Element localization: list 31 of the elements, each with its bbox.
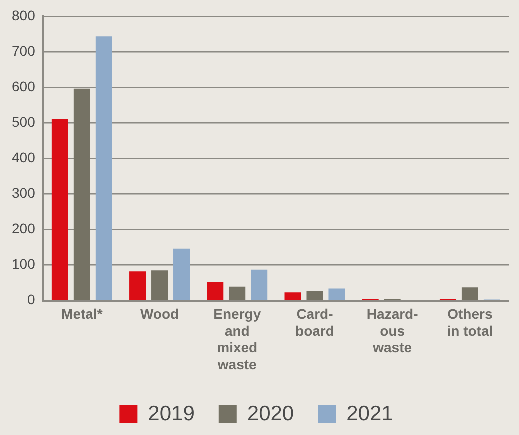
bar [306,292,324,300]
y-tick-label: 400 [12,149,36,166]
legend-label: 2020 [247,402,294,426]
bar [207,282,224,300]
y-tick-label: 200 [12,220,36,237]
y-tick-label: 800 [12,7,36,24]
bar [284,292,302,300]
bar [74,88,90,300]
bar [462,288,478,300]
legend-label: 2019 [148,402,195,426]
legend-label: 2021 [346,402,394,426]
bar [229,286,246,300]
x-tick-label: Card- board [296,306,334,339]
x-tick-label: Others in total [447,306,494,339]
y-tick-label: 300 [12,185,36,202]
bar [130,272,146,300]
x-tick-label: Wood [140,306,180,322]
x-tick-label: Metal* [62,306,104,322]
y-tick-label: 100 [12,256,36,272]
bar [96,36,112,300]
bar [251,270,268,300]
bar [52,119,68,300]
y-tick-label: 0 [28,292,36,308]
bar [152,270,168,300]
x-tick-label: Energy and mixed waste [214,306,262,372]
bar [174,248,190,300]
y-tick-label: 600 [12,78,36,94]
bar [328,288,346,300]
y-tick-label: 700 [12,42,36,59]
x-tick-label: Hazard- ous waste [366,306,419,356]
y-tick-label: 500 [12,114,36,130]
